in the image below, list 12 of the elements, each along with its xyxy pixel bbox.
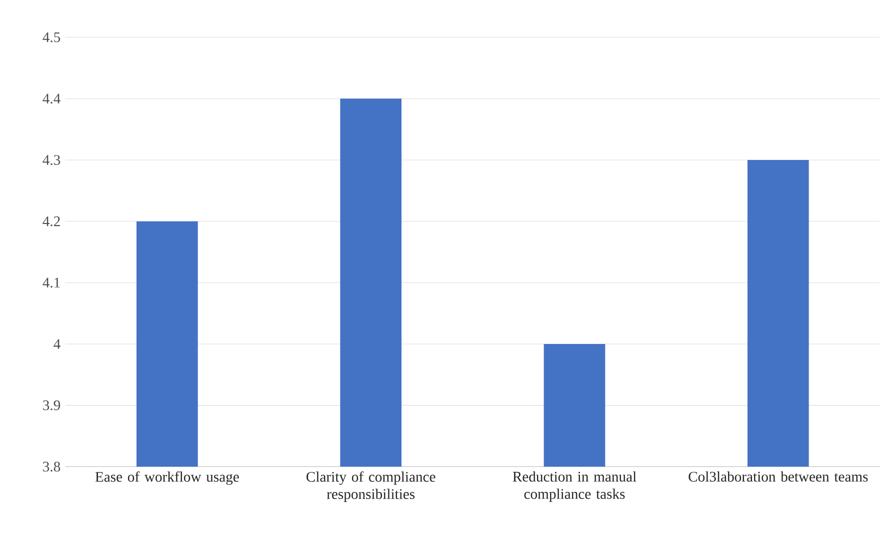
x-tick-label: Clarity of compliance responsibilities	[306, 472, 436, 502]
y-tick-label: 4.3	[42, 155, 60, 166]
x-tick-label: Reduction in manual compliance tasks	[512, 472, 636, 502]
y-tick-label: 4.2	[42, 216, 60, 226]
y-tick-label: 4.1	[42, 278, 60, 288]
y-tick-label: 4	[54, 339, 60, 349]
x-tick-label: Ease of workflow usage	[95, 472, 239, 485]
y-tick-label: 3.8	[43, 462, 60, 472]
y-tick-label: 4.4	[42, 94, 60, 104]
x-tick-label: Col3laboration between teams	[688, 472, 868, 482]
y-tick-label: 3.9	[43, 400, 60, 410]
y-tick-label: 4.5	[42, 32, 60, 42]
